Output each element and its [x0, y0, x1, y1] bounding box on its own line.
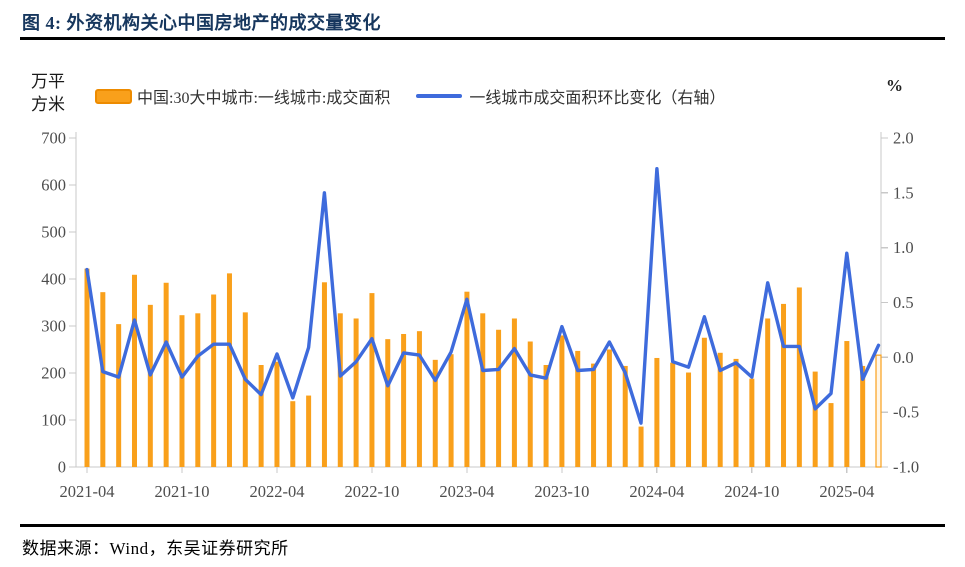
right-axis-tick-label: 0.5 — [893, 293, 914, 312]
bar-2024-10 — [749, 378, 755, 467]
bar-2021-09 — [163, 282, 169, 467]
bar-2023-12 — [591, 363, 597, 467]
bar-2024-08 — [717, 352, 723, 467]
right-axis-tick-label: 0.0 — [893, 348, 914, 367]
bar-2022-07 — [321, 282, 327, 467]
bar-2024-02 — [622, 365, 628, 467]
x-axis-tick-label: 2023-04 — [439, 482, 494, 501]
bar-2025-02 — [812, 371, 818, 467]
bar-2024-12 — [781, 303, 787, 467]
bar-2021-04 — [84, 268, 90, 467]
bar-2025-04 — [844, 341, 850, 467]
bar-2022-12 — [401, 333, 407, 467]
x-axis-tick-label: 2023-10 — [534, 482, 589, 501]
x-axis-tick-label: 2024-04 — [629, 482, 684, 501]
bar-series-swatch-icon — [95, 88, 132, 104]
combo-chart-plot: 700 600 500 400 300 200 100 0 2.0 1.5 1.0 0.5 0.0 -0.… — [41, 129, 919, 502]
right-axis-tick-label: 1.5 — [893, 183, 914, 202]
bar-2021-12 — [211, 294, 217, 467]
left-axis-tick-label: 100 — [41, 411, 66, 430]
right-axis-unit: % — [886, 76, 903, 95]
line-series-swatch-icon — [416, 94, 463, 98]
bar-2023-10 — [559, 335, 565, 467]
bar-2022-06 — [306, 395, 312, 467]
bar-2021-06 — [116, 324, 122, 467]
bar-2021-10 — [179, 315, 185, 467]
right-axis-tick-label: -0.5 — [893, 403, 919, 422]
x-axis-tick-label: 2021-04 — [60, 482, 115, 501]
left-axis-tick-label: 400 — [41, 270, 66, 289]
left-axis-unit-line1: 万平 — [31, 72, 65, 91]
left-axis-tick-label: 0 — [58, 458, 66, 477]
left-axis-tick-label: 500 — [41, 223, 66, 242]
bar-2022-10 — [369, 293, 375, 467]
x-axis-tick-label: 2024-10 — [724, 482, 779, 501]
x-axis-tick-label: 2025-04 — [819, 482, 874, 501]
title-divider — [20, 37, 945, 40]
right-axis-tick-label: 1.0 — [893, 238, 914, 257]
bar-2022-01 — [226, 273, 232, 467]
bar-2024-06 — [686, 372, 692, 467]
bar-2024-09 — [733, 358, 739, 467]
left-axis-tick-label: 200 — [41, 364, 66, 383]
right-axis-tick-label: -1.0 — [893, 458, 919, 477]
bar-2023-04 — [464, 291, 470, 467]
bar-2022-03 — [258, 365, 264, 467]
bar-2022-11 — [385, 339, 391, 467]
bar-2024-03 — [638, 426, 644, 467]
left-axis-tick-label: 700 — [41, 129, 66, 148]
left-axis-labels: 700 600 500 400 300 200 100 0 — [41, 129, 66, 477]
bar-2023-06 — [496, 329, 502, 467]
bar-2023-03 — [448, 354, 454, 467]
bar-series-label: 中国:30大中城市:一线城市:成交面积 — [137, 90, 391, 107]
x-axis-tick-label: 2022-10 — [344, 482, 399, 501]
bar-2023-11 — [575, 350, 581, 467]
x-axis-labels: 2021-04 2021-10 2022-04 2022-10 2023-04 2023-… — [60, 482, 875, 501]
left-axis-unit: 万平 方米 — [31, 70, 77, 116]
bar-2021-05 — [100, 292, 106, 467]
bar-2021-07 — [131, 274, 137, 467]
right-axis-tick-label: 2.0 — [893, 129, 914, 148]
bar-2025-05 — [860, 365, 866, 467]
left-axis-unit-line2: 方米 — [31, 95, 65, 114]
bar-2021-11 — [195, 313, 201, 467]
bar-2023-02 — [432, 359, 438, 467]
bar-2023-05 — [480, 313, 486, 467]
bar-2022-09 — [353, 318, 359, 467]
bar-2024-04 — [654, 357, 660, 467]
left-axis-tick-label: 600 — [41, 176, 66, 195]
bar-2021-08 — [147, 304, 153, 467]
chart-legend: 中国:30大中城市:一线城市:成交面积 一线城市成交面积环比变化（右轴） — [95, 84, 725, 108]
data-source: 数据来源：Wind，东吴证券研究所 — [22, 539, 289, 558]
bar-2022-04 — [274, 361, 280, 467]
left-axis-tick-label: 300 — [41, 317, 66, 336]
bar-2023-09 — [543, 365, 549, 467]
line-series-label: 一线城市成交面积环比变化（右轴） — [469, 90, 726, 107]
bar-2022-02 — [242, 312, 248, 467]
bar-2024-07 — [701, 337, 707, 467]
bar-2023-01 — [416, 331, 422, 467]
x-axis-tick-label: 2021-10 — [154, 482, 209, 501]
right-axis-labels: 2.0 1.5 1.0 0.5 0.0 -0.5 -1.0 — [893, 129, 919, 477]
mom-change-line — [85, 166, 881, 425]
bar-2024-01 — [606, 349, 612, 467]
bar-2024-05 — [670, 362, 676, 467]
bar-2022-08 — [337, 313, 343, 467]
bar-2023-07 — [511, 318, 517, 467]
bar-2023-08 — [527, 341, 533, 467]
bar-2025-01 — [796, 287, 802, 467]
figure-title: 图 4: 外资机构关心中国房地产的成交量变化 — [22, 13, 381, 33]
bar-2022-05 — [290, 401, 296, 467]
bar-2025-03 — [828, 403, 834, 467]
bar-2025-06 — [875, 354, 882, 468]
footer-divider — [20, 524, 945, 527]
bar-2024-11 — [765, 318, 771, 467]
x-axis-tick-label: 2022-04 — [249, 482, 304, 501]
bar-series — [84, 268, 882, 468]
